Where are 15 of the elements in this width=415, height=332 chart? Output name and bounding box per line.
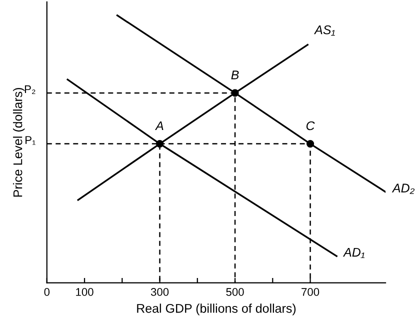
x-tick-label: 500 xyxy=(226,288,244,296)
annotation: A xyxy=(154,121,164,130)
annotation: P₂ xyxy=(24,85,36,94)
x-tick-label: 700 xyxy=(302,288,320,296)
annotation: P₁ xyxy=(26,136,36,145)
x-tick-label: 0 xyxy=(44,288,50,296)
series-label: AS₁ xyxy=(314,25,335,36)
series-label: AD₂ xyxy=(392,184,415,194)
annotation: B xyxy=(231,70,239,80)
x-tick-label: 100 xyxy=(76,288,94,296)
x-axis-title: Real GDP (billions of dollars) xyxy=(137,304,296,316)
annotation: C xyxy=(306,121,315,130)
y-axis-title: Price Level (dollars) xyxy=(13,88,25,197)
x-tick-label: 300 xyxy=(150,288,169,296)
series-label: AD₁ xyxy=(342,248,365,258)
